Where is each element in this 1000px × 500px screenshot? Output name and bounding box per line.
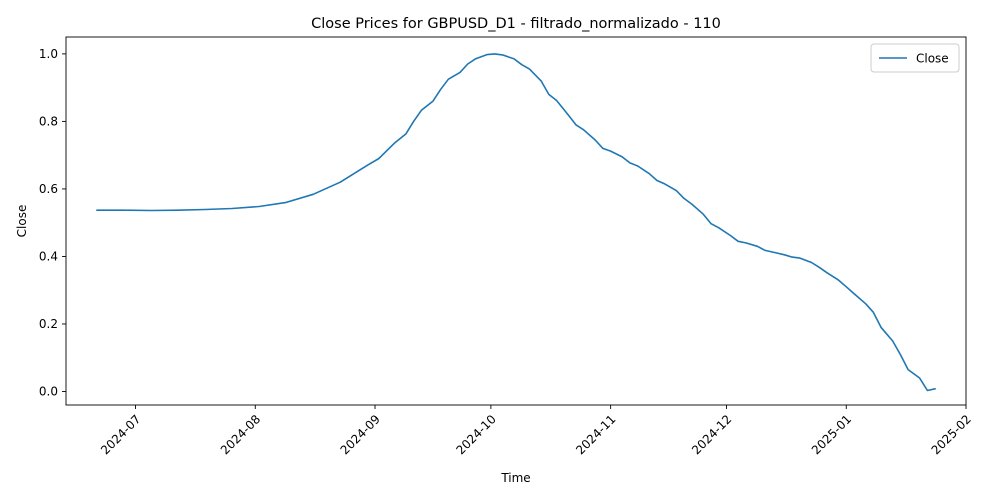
series-line-close (96, 53, 936, 392)
y-tick-label: 0.2 (39, 317, 58, 331)
y-tick-label: 0.4 (39, 250, 58, 264)
legend-box (870, 43, 960, 73)
plot-frame (65, 36, 967, 406)
y-axis-title: Close (15, 205, 29, 238)
y-tick-label: 1.0 (39, 47, 58, 61)
y-tick-label: 0.8 (39, 115, 58, 129)
chart-title: Close Prices for GBPUSD_D1 - filtrado_no… (311, 16, 721, 32)
legend-label: Close (916, 51, 949, 65)
legend: Close (870, 43, 960, 73)
y-tick-label: 0.0 (39, 385, 58, 399)
y-tick-label: 0.6 (39, 182, 58, 196)
x-axis-title: Time (500, 471, 530, 485)
